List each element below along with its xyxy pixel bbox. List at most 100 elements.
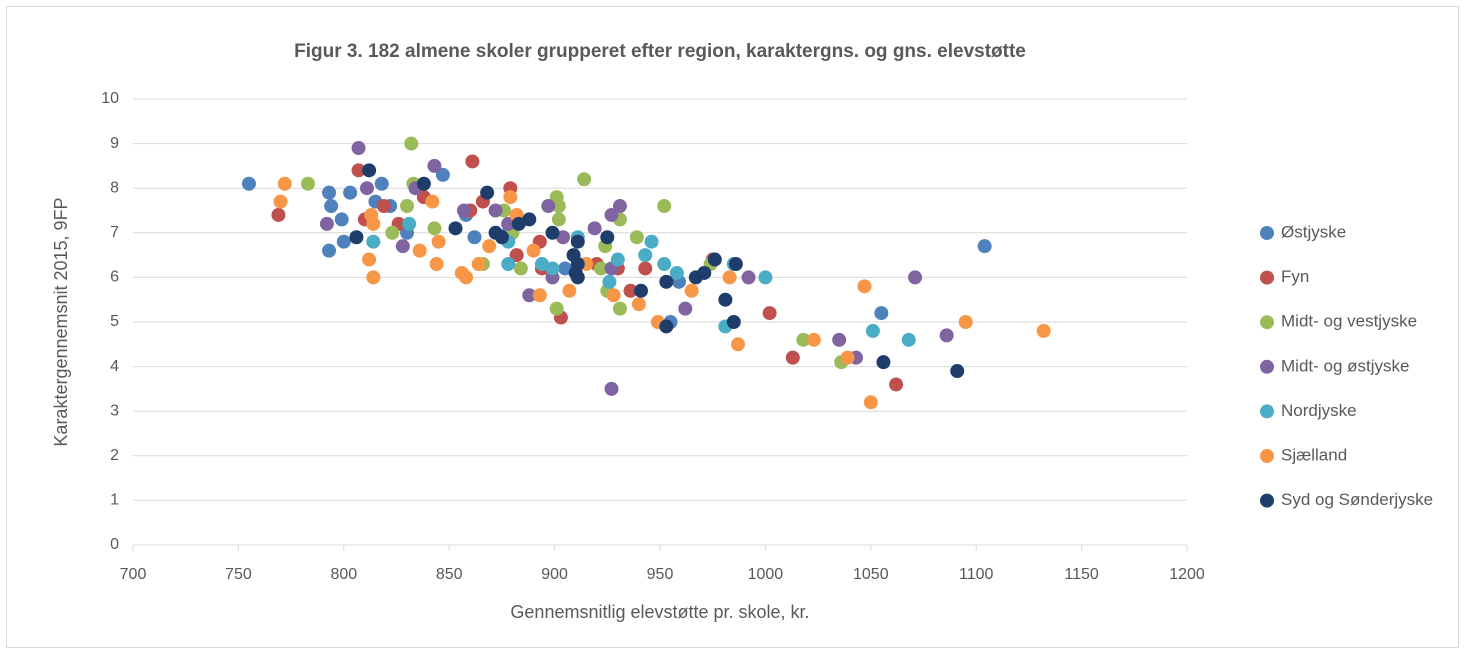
point [874, 306, 889, 321]
point [501, 257, 516, 272]
point [762, 306, 777, 321]
point [604, 381, 619, 396]
legend-label: Fyn [1281, 267, 1309, 286]
point [395, 239, 410, 254]
point [758, 270, 773, 285]
point [545, 225, 560, 240]
point [366, 270, 381, 285]
y-tick-label: 0 [110, 536, 119, 553]
point [604, 207, 619, 222]
point [562, 283, 577, 298]
x-tick-label: 1100 [959, 566, 994, 583]
point [939, 328, 954, 343]
point [362, 252, 377, 267]
y-tick-label: 10 [101, 90, 119, 107]
point [412, 243, 427, 258]
point [684, 283, 699, 298]
x-tick-label: 1050 [853, 566, 889, 583]
x-tick-label: 1000 [748, 566, 784, 583]
x-tick-label: 850 [436, 566, 463, 583]
point [889, 377, 904, 392]
point [551, 212, 566, 227]
point [482, 239, 497, 254]
point [545, 261, 560, 276]
point [349, 230, 364, 245]
point [322, 185, 337, 200]
point [863, 395, 878, 410]
point [427, 158, 442, 173]
point [577, 172, 592, 187]
x-tick-label: 900 [541, 566, 568, 583]
point [600, 230, 615, 245]
point [465, 154, 480, 169]
point [634, 283, 649, 298]
point [271, 207, 286, 222]
point [429, 257, 444, 272]
point [612, 301, 627, 316]
point [362, 163, 377, 178]
point [722, 270, 737, 285]
point [623, 283, 638, 298]
point [631, 297, 646, 312]
legend-label: Midt- og østjyske [1281, 356, 1409, 375]
point [730, 337, 745, 352]
point [629, 230, 644, 245]
point [427, 221, 442, 236]
point [513, 261, 528, 276]
point [425, 194, 440, 209]
point [678, 301, 693, 316]
point [570, 270, 585, 285]
point [669, 265, 684, 280]
point [728, 257, 743, 272]
point [602, 274, 617, 289]
point [503, 190, 518, 205]
point [336, 234, 351, 249]
y-tick-label: 4 [110, 358, 119, 375]
point [551, 199, 566, 214]
point [697, 265, 712, 280]
point [404, 136, 419, 151]
point [1036, 323, 1051, 338]
point [549, 301, 564, 316]
x-axis-title: Gennemsnitlig elevstøtte pr. skole, kr. [510, 602, 809, 622]
point [958, 315, 973, 329]
legend-label: Nordjyske [1281, 401, 1357, 420]
x-tick-label: 800 [330, 566, 357, 583]
point [570, 257, 585, 272]
point [351, 141, 366, 156]
point [522, 212, 537, 227]
point [726, 315, 741, 329]
y-tick-label: 9 [110, 135, 119, 152]
point [374, 176, 389, 191]
point [741, 270, 756, 285]
point [366, 216, 381, 231]
point [400, 199, 415, 214]
point [659, 319, 674, 334]
point [532, 288, 547, 303]
y-tick-label: 5 [110, 313, 119, 330]
point [610, 252, 625, 267]
y-axis-title: Karaktergennemsnit 2015, 9FP [51, 197, 71, 446]
point [806, 332, 821, 347]
x-tick-label: 950 [647, 566, 674, 583]
point [459, 270, 474, 285]
point [908, 270, 923, 285]
point [606, 288, 621, 303]
point [511, 216, 526, 231]
point [832, 332, 847, 347]
point [501, 216, 516, 231]
point [541, 199, 556, 214]
point [796, 332, 811, 347]
point [324, 199, 339, 214]
point [570, 234, 585, 249]
point [857, 279, 872, 294]
point [471, 257, 486, 272]
y-tick-label: 8 [110, 179, 119, 196]
legend-label: Midt- og vestjyske [1281, 312, 1417, 331]
x-tick-label: 750 [225, 566, 252, 583]
legend-marker [1260, 226, 1274, 240]
chart-title: Figur 3. 182 almene skoler grupperet eft… [294, 41, 1026, 62]
x-tick-label: 1200 [1169, 566, 1205, 583]
point [343, 185, 358, 200]
